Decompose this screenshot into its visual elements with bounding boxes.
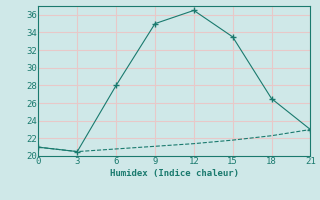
X-axis label: Humidex (Indice chaleur): Humidex (Indice chaleur) <box>110 169 239 178</box>
